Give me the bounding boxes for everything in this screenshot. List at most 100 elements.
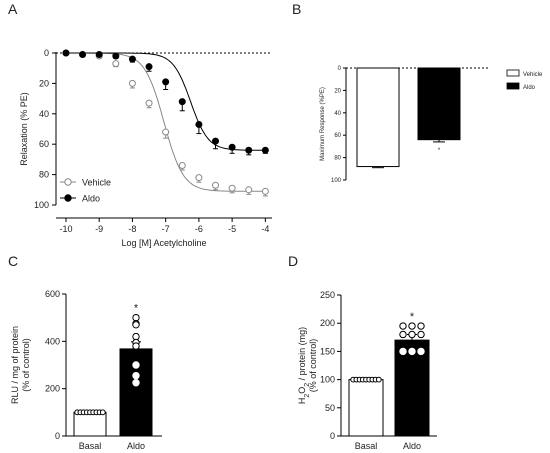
legend-label: Aldo — [523, 85, 536, 91]
x-tick-label: Basal — [79, 441, 102, 451]
y-tick-label: 60 — [39, 139, 49, 149]
data-point — [409, 331, 415, 337]
data-point — [133, 322, 139, 328]
y-tick-label: 0 — [44, 48, 49, 58]
y-tick-label: 600 — [45, 289, 60, 299]
y-tick-label: 0 — [55, 431, 60, 441]
y-tick-label: 100 — [320, 375, 335, 385]
panel-d-bar-chart: 0 50 100 150 200 250 H2O2 / protein (mg) (% of … — [297, 290, 437, 451]
y-tick-label: 100 — [34, 200, 49, 210]
significance-marker: * — [438, 148, 441, 154]
data-point — [133, 343, 139, 349]
y-axis-label-unit: (% of control) — [21, 338, 31, 392]
legend-swatch — [507, 83, 519, 89]
y-tick-label: 20 — [39, 78, 49, 88]
x-tick-label: -5 — [228, 224, 236, 234]
data-point — [196, 121, 202, 127]
x-tick-label: Aldo — [127, 441, 145, 451]
data-point — [146, 64, 152, 70]
data-point — [418, 348, 424, 354]
y-tick-label: 200 — [320, 318, 335, 328]
data-point — [246, 147, 252, 153]
y-tick-label: 40 — [334, 111, 341, 117]
y-axis-label: Relaxation (% PE) — [19, 92, 29, 166]
legend-swatch — [507, 70, 519, 76]
legend-label: Vehicle — [82, 178, 111, 188]
y-axis-label: RLU / mg of protein — [10, 326, 20, 404]
y-tick-label: 250 — [320, 290, 335, 300]
y-tick-label: 50 — [325, 403, 335, 413]
data-point — [133, 362, 139, 368]
data-point — [418, 323, 424, 329]
panel-label-b: B — [292, 1, 301, 17]
x-tick-label: -9 — [95, 224, 103, 234]
data-point — [262, 188, 268, 194]
data-point — [133, 372, 139, 378]
significance-marker: * — [410, 311, 415, 323]
data-point — [213, 182, 219, 188]
panel-label-d: D — [288, 253, 298, 269]
data-point — [113, 53, 119, 59]
y-axis-label-unit: (% of control) — [308, 339, 318, 393]
x-tick-label: Basal — [355, 441, 378, 451]
data-point — [113, 61, 119, 67]
y-tick-label: 100 — [331, 178, 342, 184]
bar — [418, 68, 460, 140]
significance-marker: * — [134, 303, 139, 315]
data-point — [179, 99, 185, 105]
data-point — [179, 162, 185, 168]
data-point — [96, 52, 102, 58]
data-point — [63, 50, 69, 56]
x-tick-label: -10 — [59, 224, 72, 234]
data-point — [146, 100, 152, 106]
x-tick-label: -6 — [195, 224, 203, 234]
data-point — [400, 323, 406, 329]
data-point — [400, 331, 406, 337]
legend-marker — [65, 195, 71, 201]
data-point — [262, 147, 268, 153]
bar — [74, 412, 106, 436]
y-tick-label: 400 — [45, 336, 60, 346]
panel-label-c: C — [8, 253, 18, 269]
x-tick-label: -8 — [128, 224, 136, 234]
data-point — [163, 129, 169, 135]
panel-c-bar-chart: 0 200 400 600 RLU / mg of protein (% of contr… — [10, 289, 162, 451]
data-point — [133, 380, 139, 386]
data-point — [409, 348, 415, 354]
data-point — [376, 377, 381, 382]
panel-label-a: A — [8, 1, 18, 17]
panel-b-bar-chart: 0 20 40 60 80 100 Maximum Response (%PE) * Vehic… — [320, 66, 543, 184]
data-point — [100, 410, 105, 415]
data-point — [246, 187, 252, 193]
y-tick-label: 150 — [320, 346, 335, 356]
data-point — [418, 331, 424, 337]
data-point — [213, 138, 219, 144]
bar — [357, 68, 399, 167]
data-point — [400, 348, 406, 354]
y-tick-label: 60 — [334, 133, 341, 139]
y-tick-label: 200 — [45, 384, 60, 394]
data-point — [129, 56, 135, 62]
y-tick-label: 40 — [39, 109, 49, 119]
panel-a-line-chart: 0 20 40 60 80 100 -10 -9 -8 -7 -6 -5 -4 Log [M] Acety… — [19, 48, 272, 248]
legend-marker — [65, 179, 71, 185]
data-point — [409, 323, 415, 329]
y-tick-label: 0 — [330, 431, 335, 441]
y-tick-label: 80 — [39, 170, 49, 180]
data-point — [229, 185, 235, 191]
legend-label: Aldo — [82, 194, 100, 204]
data-point — [163, 79, 169, 85]
x-tick-label: -4 — [261, 224, 269, 234]
fitted-curve — [66, 53, 265, 191]
bar — [349, 380, 383, 436]
y-tick-label: 80 — [334, 156, 341, 162]
y-tick-label: 0 — [338, 66, 342, 72]
x-tick-label: Aldo — [403, 441, 421, 451]
data-point — [196, 175, 202, 181]
x-axis-label: Log [M] Acetylcholine — [121, 238, 206, 248]
data-point — [80, 52, 86, 58]
y-axis-label: Maximum Response (%PE) — [320, 87, 326, 161]
data-point — [229, 144, 235, 150]
y-tick-label: 20 — [334, 88, 341, 94]
